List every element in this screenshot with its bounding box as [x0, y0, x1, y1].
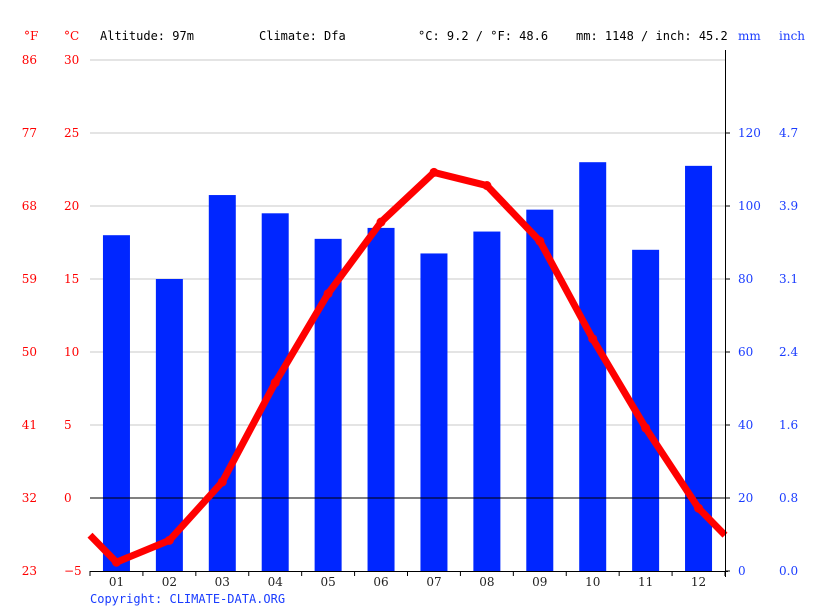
fahrenheit-tick: 50 [22, 345, 37, 359]
precipitation-bars [102, 162, 713, 572]
temperature-point [270, 378, 280, 388]
celsius-tick: −5 [64, 564, 82, 578]
precipitation-bar [367, 227, 395, 571]
month-label: 06 [373, 575, 388, 589]
temperature-point [588, 334, 598, 344]
month-label: 12 [691, 575, 706, 589]
precipitation-bar [526, 209, 554, 571]
x-axis-labels: 01 02 03 04 05 06 07 08 09 10 11 12 [109, 575, 706, 589]
axes [89, 50, 730, 577]
inch-tick: 4.7 [779, 126, 798, 140]
precipitation-bar [473, 231, 501, 572]
month-label: 05 [320, 575, 335, 589]
inch-tick: 0.0 [779, 564, 798, 578]
precip-total-label: mm: 1148 / inch: 45.2 [576, 29, 728, 43]
temperature-line [87, 167, 728, 567]
mm-tick: 60 [738, 345, 753, 359]
left-axis-labels: 86 30 77 25 68 20 59 15 50 10 41 5 32 0 23 −5 [22, 53, 82, 578]
inch-tick: 2.4 [779, 345, 798, 359]
climate-label: Climate: Dfa [259, 29, 346, 43]
mm-tick: 80 [738, 272, 753, 286]
copyright-link[interactable]: Copyright: CLIMATE-DATA.ORG [90, 592, 285, 606]
fahrenheit-tick: 32 [22, 491, 37, 505]
month-label: 11 [638, 575, 653, 589]
celsius-tick: 0 [64, 491, 72, 505]
temperature-point [429, 167, 439, 177]
month-label: 02 [162, 575, 177, 589]
inch-unit-label: inch [779, 29, 805, 43]
mm-tick: 100 [738, 199, 761, 213]
month-label: 07 [426, 575, 441, 589]
fahrenheit-tick: 23 [22, 564, 37, 578]
avg-temp-label: °C: 9.2 / °F: 48.6 [418, 29, 548, 43]
temperature-point [111, 557, 121, 567]
month-label: 01 [109, 575, 124, 589]
precipitation-bar [155, 279, 183, 571]
fahrenheit-tick: 59 [22, 272, 37, 286]
celsius-tick: 10 [64, 345, 79, 359]
fahrenheit-unit-label: °F [24, 29, 38, 43]
temperature-point [323, 289, 333, 299]
fahrenheit-tick: 68 [22, 199, 37, 213]
inch-tick: 0.8 [779, 491, 798, 505]
mm-tick: 40 [738, 418, 753, 432]
month-label: 04 [268, 575, 284, 589]
celsius-tick: 25 [64, 126, 79, 140]
month-label: 08 [479, 575, 494, 589]
gridlines [90, 59, 725, 426]
fahrenheit-tick: 86 [22, 53, 37, 67]
temperature-point [217, 477, 227, 487]
fahrenheit-tick: 41 [22, 418, 37, 432]
inch-tick: 3.9 [779, 199, 798, 213]
celsius-unit-label: °C [64, 29, 79, 43]
mm-tick: 20 [738, 491, 753, 505]
month-label: 10 [585, 575, 600, 589]
right-axis-labels: 120 4.7 100 3.9 80 3.1 60 2.4 40 1.6 20 0.8 0 0.0 [738, 126, 798, 578]
fahrenheit-tick: 77 [22, 126, 37, 140]
temperature-point [482, 181, 492, 191]
celsius-tick: 30 [64, 53, 79, 67]
month-label: 03 [215, 575, 230, 589]
precipitation-bar [261, 213, 289, 572]
mm-tick: 0 [738, 564, 746, 578]
temperature-point [535, 236, 545, 246]
celsius-tick: 20 [64, 199, 79, 213]
precipitation-bar [102, 235, 130, 571]
month-label: 09 [532, 575, 547, 589]
precipitation-bar [579, 162, 607, 571]
temperature-point [641, 423, 651, 433]
precipitation-bar [208, 195, 236, 572]
mm-unit-label: mm [738, 29, 761, 43]
precipitation-bar [420, 253, 448, 571]
temperature-point [694, 503, 704, 513]
altitude-label: Altitude: 97m [100, 29, 194, 43]
temperature-point [376, 217, 386, 227]
mm-tick: 120 [738, 126, 761, 140]
celsius-tick: 5 [64, 418, 72, 432]
inch-tick: 3.1 [779, 272, 798, 286]
celsius-tick: 15 [64, 272, 79, 286]
inch-tick: 1.6 [779, 418, 798, 432]
temperature-point [164, 535, 174, 545]
